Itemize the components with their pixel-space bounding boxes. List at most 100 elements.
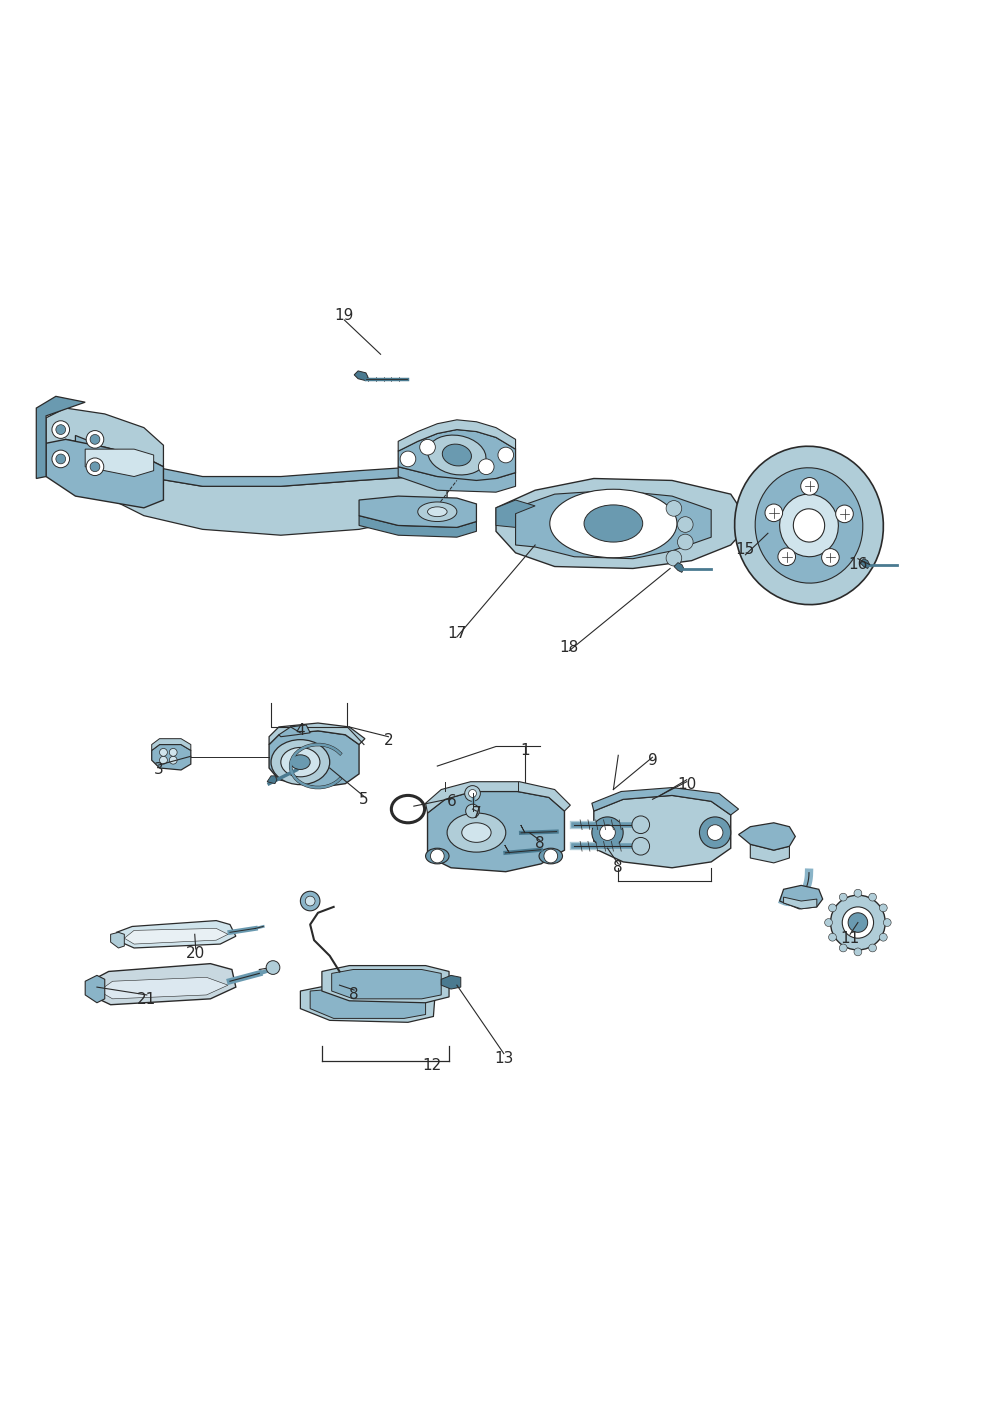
Circle shape <box>879 904 887 912</box>
Text: 5: 5 <box>359 791 369 807</box>
Ellipse shape <box>550 490 677 558</box>
Polygon shape <box>496 478 750 568</box>
Text: 16: 16 <box>848 557 868 572</box>
Polygon shape <box>860 558 870 568</box>
Ellipse shape <box>428 506 447 516</box>
Polygon shape <box>359 497 476 528</box>
Circle shape <box>801 477 818 495</box>
Ellipse shape <box>271 739 329 784</box>
Polygon shape <box>441 975 461 989</box>
Circle shape <box>431 849 444 863</box>
Circle shape <box>90 462 100 471</box>
Polygon shape <box>279 725 310 737</box>
Polygon shape <box>674 563 683 572</box>
Text: 3: 3 <box>154 762 164 777</box>
Ellipse shape <box>735 446 883 605</box>
Circle shape <box>699 817 731 849</box>
Polygon shape <box>516 490 711 558</box>
Ellipse shape <box>584 505 643 542</box>
Circle shape <box>824 919 832 926</box>
Polygon shape <box>428 791 564 871</box>
Circle shape <box>842 906 874 939</box>
Text: 1: 1 <box>521 744 530 758</box>
Polygon shape <box>784 897 816 909</box>
Text: 2: 2 <box>384 734 393 748</box>
Ellipse shape <box>755 467 863 584</box>
Circle shape <box>56 425 65 435</box>
Polygon shape <box>75 435 437 487</box>
Polygon shape <box>85 975 105 1003</box>
Circle shape <box>464 786 480 801</box>
Circle shape <box>632 838 650 854</box>
Text: 8: 8 <box>613 860 623 875</box>
Circle shape <box>465 804 479 818</box>
Circle shape <box>678 535 693 550</box>
Circle shape <box>400 452 416 467</box>
Polygon shape <box>301 985 435 1023</box>
Circle shape <box>839 894 847 901</box>
Polygon shape <box>780 885 822 909</box>
Polygon shape <box>398 467 516 492</box>
Polygon shape <box>90 964 236 1005</box>
Circle shape <box>678 516 693 532</box>
Circle shape <box>854 948 862 955</box>
Circle shape <box>869 944 877 951</box>
Text: 17: 17 <box>447 626 466 641</box>
Polygon shape <box>398 419 516 452</box>
Circle shape <box>306 897 315 906</box>
Ellipse shape <box>461 822 491 842</box>
Polygon shape <box>750 845 790 863</box>
Circle shape <box>828 904 836 912</box>
Circle shape <box>266 961 280 975</box>
Polygon shape <box>124 929 228 944</box>
Circle shape <box>821 549 839 567</box>
Polygon shape <box>739 822 796 850</box>
Polygon shape <box>321 965 449 1003</box>
Circle shape <box>544 849 558 863</box>
Circle shape <box>478 459 494 474</box>
Ellipse shape <box>418 502 457 522</box>
Polygon shape <box>359 516 476 537</box>
Polygon shape <box>521 825 525 833</box>
Polygon shape <box>398 429 516 480</box>
Circle shape <box>879 933 887 941</box>
Circle shape <box>90 435 100 445</box>
Circle shape <box>778 549 796 565</box>
Polygon shape <box>592 787 739 815</box>
Text: 8: 8 <box>349 988 359 1002</box>
Circle shape <box>600 825 615 840</box>
Polygon shape <box>37 396 85 478</box>
Circle shape <box>160 756 168 765</box>
Text: 4: 4 <box>296 724 306 738</box>
Text: 18: 18 <box>559 640 579 655</box>
Polygon shape <box>116 920 236 948</box>
Circle shape <box>835 505 853 523</box>
Circle shape <box>828 933 836 941</box>
Circle shape <box>666 550 682 565</box>
Ellipse shape <box>426 849 449 864</box>
Circle shape <box>592 817 623 849</box>
Circle shape <box>830 895 885 950</box>
Circle shape <box>869 894 877 901</box>
Circle shape <box>765 504 783 522</box>
Polygon shape <box>75 448 447 535</box>
Polygon shape <box>594 796 731 868</box>
Polygon shape <box>267 776 277 784</box>
Circle shape <box>839 944 847 951</box>
Polygon shape <box>85 449 154 477</box>
Polygon shape <box>99 978 228 999</box>
Circle shape <box>632 817 650 833</box>
Ellipse shape <box>442 445 471 466</box>
Circle shape <box>301 891 320 911</box>
Polygon shape <box>152 738 190 751</box>
Polygon shape <box>269 731 359 787</box>
Text: 21: 21 <box>137 992 157 1007</box>
Circle shape <box>468 790 476 797</box>
Circle shape <box>170 748 178 756</box>
Circle shape <box>883 919 891 926</box>
Circle shape <box>420 439 435 455</box>
Text: 12: 12 <box>423 1058 442 1073</box>
Text: 10: 10 <box>678 777 696 793</box>
Text: 9: 9 <box>648 752 658 767</box>
Polygon shape <box>426 781 570 812</box>
